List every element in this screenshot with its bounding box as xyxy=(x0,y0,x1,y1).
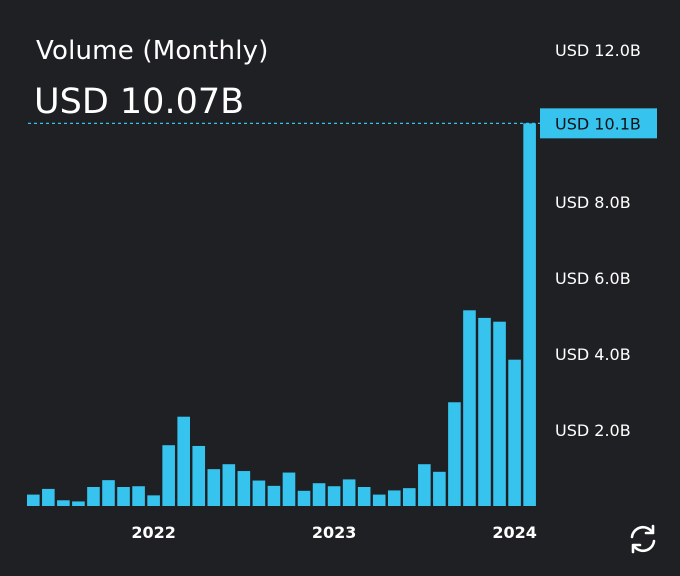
bar[interactable] xyxy=(448,402,461,506)
bars-group xyxy=(27,123,536,506)
bar[interactable] xyxy=(57,500,70,506)
x-tick-label: 2024 xyxy=(492,523,537,542)
refresh-icon[interactable] xyxy=(626,522,660,556)
y-axis-ticks: USD 2.0B USD 4.0B USD 6.0B USD 8.0B USD 12.0… xyxy=(555,41,641,440)
y-tick-label: USD 8.0B xyxy=(555,193,631,212)
bar[interactable] xyxy=(72,501,85,506)
bar[interactable] xyxy=(508,359,521,506)
bar[interactable] xyxy=(252,480,266,506)
bar[interactable] xyxy=(372,494,386,506)
bar[interactable] xyxy=(177,416,190,506)
bar[interactable] xyxy=(357,487,371,506)
bar[interactable] xyxy=(327,486,341,506)
bar[interactable] xyxy=(478,317,491,506)
y-tick-label: USD 6.0B xyxy=(555,269,631,288)
bar[interactable] xyxy=(237,471,251,506)
y-tick-label: USD 12.0B xyxy=(555,41,641,60)
x-tick-label: 2022 xyxy=(131,523,176,542)
bar[interactable] xyxy=(192,445,206,506)
bar[interactable] xyxy=(493,321,506,506)
bar[interactable] xyxy=(463,310,476,506)
bar[interactable] xyxy=(418,464,431,506)
x-axis-ticks: 2022 2023 2024 xyxy=(131,523,536,542)
bar[interactable] xyxy=(312,483,326,506)
bar[interactable] xyxy=(132,486,145,506)
bar[interactable] xyxy=(267,485,281,506)
y-tick-label: USD 2.0B xyxy=(555,421,631,440)
bar[interactable] xyxy=(297,490,311,506)
bar[interactable] xyxy=(162,445,175,506)
bar[interactable] xyxy=(42,488,55,506)
bar[interactable] xyxy=(523,123,536,506)
bar[interactable] xyxy=(27,494,40,506)
x-tick-label: 2023 xyxy=(312,523,357,542)
bar[interactable] xyxy=(387,490,401,506)
y-tick-label: USD 4.0B xyxy=(555,345,631,364)
current-value-marker: USD 10.1B xyxy=(28,108,657,139)
current-value-tag xyxy=(540,108,657,139)
bar[interactable] xyxy=(222,464,236,506)
bar[interactable] xyxy=(433,471,446,506)
bar[interactable] xyxy=(403,488,416,506)
current-value-tag-label: USD 10.1B xyxy=(555,114,641,133)
bar[interactable] xyxy=(117,487,130,506)
bar[interactable] xyxy=(102,480,115,506)
bar[interactable] xyxy=(207,469,221,506)
chart-title: Volume (Monthly) xyxy=(36,36,269,66)
bar[interactable] xyxy=(87,487,100,506)
current-value: USD 10.07B xyxy=(34,82,245,122)
bar[interactable] xyxy=(342,479,356,506)
bar[interactable] xyxy=(282,472,296,506)
bar[interactable] xyxy=(147,495,160,506)
